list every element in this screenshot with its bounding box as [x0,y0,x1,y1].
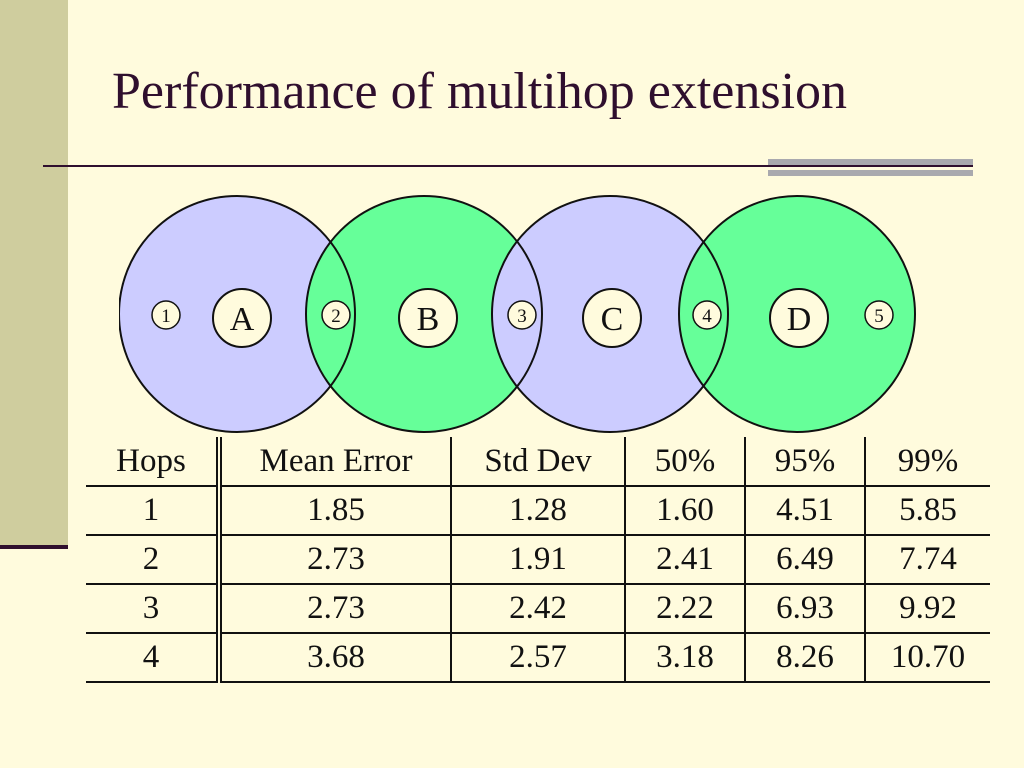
title-rule [43,165,973,167]
hop-node-label: 1 [161,306,171,327]
hop-node-label: 5 [874,306,884,327]
cell-99-percent: 5.85 [864,486,990,536]
cell-hops: 3 [86,584,219,634]
cell-95-percent: 6.93 [744,584,865,634]
table-header-row: Hops Mean Error Std Dev 50% 95% 99% [86,437,990,487]
hop-node-5: 5 [864,300,894,330]
anchor-node-label: A [230,301,255,338]
diagram-nodes: A B C D 1 2 3 4 5 [151,288,894,348]
cell-hops: 2 [86,535,219,585]
cell-mean-error: 2.73 [216,535,451,585]
cell-50-percent: 2.22 [624,584,745,634]
left-bar-underline [0,545,68,549]
cell-95-percent: 6.49 [744,535,865,585]
cell-mean-error: 3.68 [216,633,451,683]
coverage-circle-outline-d [678,195,916,433]
cell-95-percent: 4.51 [744,486,865,536]
cell-50-percent: 1.60 [624,486,745,536]
cell-50-percent: 3.18 [624,633,745,683]
slide-title: Performance of multihop extension [112,63,848,120]
cell-std-dev: 1.91 [450,535,625,585]
coverage-circle-outline-b [305,195,543,433]
anchor-node-c: C [582,288,642,348]
accent-bar-top [768,159,973,165]
header-mean-error: Mean Error [216,437,451,487]
table-row: 2 2.73 1.91 2.41 6.49 7.74 [86,535,990,585]
hop-node-3: 3 [507,300,537,330]
cell-mean-error: 1.85 [216,486,451,536]
hop-node-label: 2 [331,306,341,327]
header-95-percent: 95% [744,437,865,487]
cell-99-percent: 9.92 [864,584,990,634]
results-table: Hops Mean Error Std Dev 50% 95% 99% 1 1.… [86,437,990,683]
cell-mean-error: 2.73 [216,584,451,634]
header-99-percent: 99% [864,437,990,487]
coverage-circle-outline-c [491,195,729,433]
hop-node-4: 4 [692,300,722,330]
anchor-node-d: D [769,288,829,348]
cell-99-percent: 10.70 [864,633,990,683]
coverage-circle-outline-a [119,195,356,433]
anchor-node-label: B [417,301,440,338]
header-50-percent: 50% [624,437,745,487]
cell-std-dev: 2.42 [450,584,625,634]
header-hops: Hops [86,437,219,487]
cell-std-dev: 2.57 [450,633,625,683]
header-std-dev: Std Dev [450,437,625,487]
cell-50-percent: 2.41 [624,535,745,585]
hop-node-2: 2 [321,300,351,330]
cell-hops: 4 [86,633,219,683]
cell-hops: 1 [86,486,219,536]
cell-99-percent: 7.74 [864,535,990,585]
anchor-node-label: C [601,301,624,338]
left-decorative-bar [0,0,68,545]
anchor-node-a: A [212,288,272,348]
table-row: 3 2.73 2.42 2.22 6.93 9.92 [86,584,990,634]
anchor-node-b: B [398,288,458,348]
table-row: 1 1.85 1.28 1.60 4.51 5.85 [86,486,990,536]
hop-node-label: 4 [702,306,712,327]
cell-95-percent: 8.26 [744,633,865,683]
accent-bar-bottom [768,170,973,176]
anchor-node-label: D [787,301,812,338]
hop-node-1: 1 [151,300,181,330]
cell-std-dev: 1.28 [450,486,625,536]
multihop-diagram: A B C D 1 2 3 4 5 [119,195,916,433]
table-row: 4 3.68 2.57 3.18 8.26 10.70 [86,633,990,683]
hop-node-label: 3 [517,306,527,327]
